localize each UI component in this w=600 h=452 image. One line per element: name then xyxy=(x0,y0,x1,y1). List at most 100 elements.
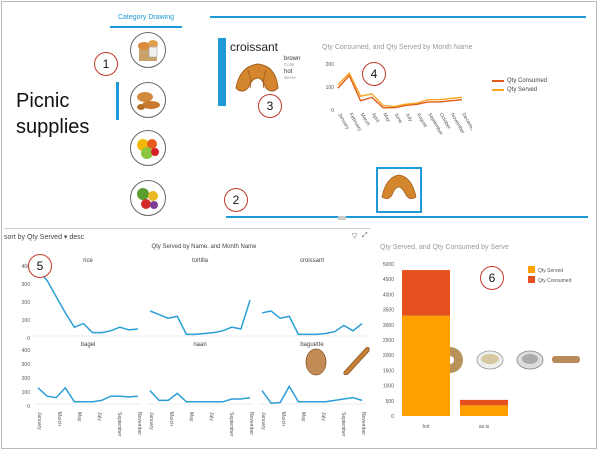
prop-serve: hot Serve xyxy=(284,69,296,80)
filter-icon[interactable]: ▽ xyxy=(352,233,358,240)
panel-line xyxy=(37,386,139,403)
y-tick-label: 200 xyxy=(22,300,31,306)
bar-hot-qty-consumed xyxy=(402,270,450,316)
croissant-thumb-selected[interactable] xyxy=(376,167,422,213)
y-tick-label: 500 xyxy=(386,399,395,405)
panel-line xyxy=(149,299,251,336)
panel-title: tortilla xyxy=(192,258,209,264)
panel-line xyxy=(261,310,363,336)
x-tick-label: June xyxy=(393,112,404,125)
expand-icon[interactable]: ⤢ xyxy=(362,232,368,239)
y-tick-label: 400 xyxy=(22,264,31,270)
callout-badge-2: 2 xyxy=(224,188,248,212)
panel-bagel: bagel xyxy=(34,342,142,405)
panel-tortilla: tortilla xyxy=(146,258,254,337)
bar-hot-qty-served xyxy=(402,315,450,416)
y-tick-label: 300 xyxy=(22,282,31,288)
panel-title: bagel xyxy=(81,342,96,348)
croissant-basket-icon[interactable] xyxy=(130,32,166,68)
x-tick-label: January xyxy=(260,412,266,430)
x-tick-label: July xyxy=(404,112,414,123)
category-slicer xyxy=(126,30,174,220)
page-title-line1: Picnic xyxy=(16,90,70,112)
x-tick-label: July xyxy=(208,412,214,421)
potato-bread-icon[interactable] xyxy=(296,340,336,380)
legend-qty-consumed: Qty Consumed xyxy=(492,78,582,84)
tortilla-bowl-icon[interactable] xyxy=(510,340,550,380)
x-tick-label: March xyxy=(56,412,62,426)
x-tick-label: April xyxy=(370,112,380,124)
baguette-icon[interactable] xyxy=(336,340,376,380)
naan-icon[interactable] xyxy=(546,340,586,380)
x-tick-label: May xyxy=(381,112,391,124)
x-tick-label: May xyxy=(300,412,306,422)
legend-swatch-consumed xyxy=(492,80,504,82)
y-tick-label: 0 xyxy=(331,108,334,114)
panel-croissant: croissant xyxy=(258,258,366,337)
y-tick-label: 0 xyxy=(27,404,30,410)
legend-swatch xyxy=(528,266,535,273)
page-title: Picnic supplies xyxy=(16,88,89,140)
thumbnail-divider xyxy=(226,216,588,218)
x-category-label: as is xyxy=(479,424,490,430)
x-tick-label: May xyxy=(188,412,194,422)
bread-rolls-icon[interactable] xyxy=(130,82,166,118)
line-chart-title: Qty Consumed, and Qty Served by Month Na… xyxy=(322,44,473,51)
scroll-handle[interactable] xyxy=(338,216,346,220)
panel-line xyxy=(37,269,139,334)
panel-title: croissant xyxy=(300,258,324,264)
y-tick-label: 2500 xyxy=(383,338,394,344)
y-tick-label: 3500 xyxy=(383,308,394,314)
small-multiples-title: Qty Served by Name, and Month Name xyxy=(151,244,257,250)
y-tick-label: 300 xyxy=(22,362,31,368)
y-tick-label: 1000 xyxy=(383,384,394,390)
panel-line xyxy=(261,384,363,404)
slicer-selection-bar xyxy=(116,82,119,120)
x-tick-label: January xyxy=(36,412,42,430)
callout-badge-3: 3 xyxy=(258,94,282,118)
x-tick-label: September xyxy=(116,412,122,437)
card-properties: brown Color hot Serve xyxy=(284,56,312,80)
series-line-qty-served xyxy=(337,72,463,108)
panel-rice: rice xyxy=(34,258,142,337)
bar-as-is-qty-served xyxy=(460,405,508,416)
bar-chart-title: Qty Served, and Qty Consumed by Serve xyxy=(380,244,509,251)
vegetables-icon[interactable] xyxy=(130,180,166,216)
panel-title: baguette xyxy=(300,342,324,348)
card-title: croissant xyxy=(230,40,279,54)
fruit-bowl-icon[interactable] xyxy=(130,130,166,166)
sort-label[interactable]: sort by Qty Served ▾ desc xyxy=(4,234,85,241)
y-tick-label: 200 xyxy=(326,62,335,68)
y-tick-label: 4500 xyxy=(383,277,394,283)
callout-badge-5: 5 xyxy=(28,254,52,278)
y-tick-label: 5000 xyxy=(383,262,394,268)
y-tick-label: 100 xyxy=(22,318,31,324)
legend-swatch xyxy=(528,276,535,283)
y-tick-label: 2000 xyxy=(383,353,394,359)
small-multiples-top-border xyxy=(4,228,370,229)
stacked-bar-chart: 5000450040003500300025002000150010005000… xyxy=(383,262,572,430)
panel-baguette: baguette xyxy=(258,342,366,405)
x-tick-label: January xyxy=(148,412,154,430)
panel-title: naan xyxy=(193,342,206,348)
x-tick-label: November xyxy=(248,412,254,435)
slicer-title: Category Drawing xyxy=(110,14,182,28)
top-divider xyxy=(210,16,586,18)
y-tick-label: 1500 xyxy=(383,368,394,374)
callout-badge-6: 6 xyxy=(480,266,504,290)
y-tick-label: 100 xyxy=(22,390,31,396)
legend-label: Qty Served xyxy=(538,268,563,274)
croissant-icon xyxy=(232,58,282,102)
x-tick-label: November xyxy=(136,412,142,435)
callout-badge-1: 1 xyxy=(94,52,118,76)
x-category-label: hot xyxy=(423,424,431,430)
rice-bowl-icon[interactable] xyxy=(470,340,510,380)
callout-badge-4: 4 xyxy=(362,62,386,86)
y-tick-label: 0 xyxy=(391,414,394,420)
x-tick-label: March xyxy=(168,412,174,426)
x-tick-label: July xyxy=(96,412,102,421)
x-tick-label: March xyxy=(280,412,286,426)
bar-as-is-qty-consumed xyxy=(460,399,508,406)
